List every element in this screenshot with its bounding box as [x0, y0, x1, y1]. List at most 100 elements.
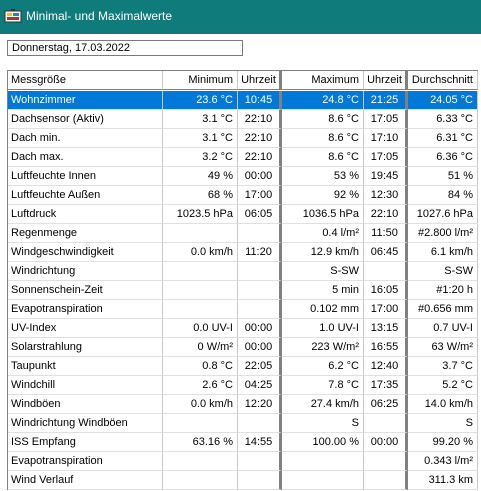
row-value: 0.0 km/h [163, 243, 238, 262]
row-value: 1027.6 hPa [408, 205, 478, 224]
row-value [238, 452, 282, 471]
table-row[interactable]: Solarstrahlung 0 W/m² 00:00 223 W/m² 16:55 63… [8, 338, 478, 357]
row-value: 22:10 [364, 205, 408, 224]
column-header-measurement[interactable]: Messgröße [8, 71, 163, 90]
column-header-time-max[interactable]: Uhrzeit [364, 71, 408, 90]
row-value: 0.0 km/h [163, 395, 238, 414]
table-row[interactable]: Windchill 2.6 °C 04:25 7.8 °C 17:35 5.2 °C [8, 376, 478, 395]
row-value [163, 224, 238, 243]
row-value: 13:15 [364, 319, 408, 338]
table-row[interactable]: Wind Verlauf 311.3 km [8, 471, 478, 490]
column-header-maximum[interactable]: Maximum [282, 71, 364, 90]
table-row[interactable]: Windböen 0.0 km/h 12:20 27.4 km/h 06:25 14.0 … [8, 395, 478, 414]
row-value: 53 % [282, 167, 364, 186]
table-row[interactable]: Windgeschwindigkeit 0.0 km/h 11:20 12.9 km/… [8, 243, 478, 262]
column-header-average[interactable]: Durchschnitt [408, 71, 478, 90]
table-row[interactable]: Windrichtung Windböen S S [8, 414, 478, 433]
table-row[interactable]: Dach max. 3.2 °C 22:10 8.6 °C 17:05 6.36 °C [8, 148, 478, 167]
row-value: 12:30 [364, 186, 408, 205]
row-value: 6.2 °C [282, 357, 364, 376]
weather-station-icon [4, 9, 22, 23]
row-value: 6.33 °C [408, 110, 478, 129]
row-value: 0.0 UV-I [163, 319, 238, 338]
row-value [163, 281, 238, 300]
row-value: 12.9 km/h [282, 243, 364, 262]
row-value [238, 300, 282, 319]
table-row[interactable]: Windrichtung S-SW S-SW [8, 262, 478, 281]
table-row[interactable]: Luftdruck 1023.5 hPa 06:05 1036.5 hPa 22:10 1… [8, 205, 478, 224]
row-value: 14.0 km/h [408, 395, 478, 414]
table-row[interactable]: Evapotranspiration 0.343 l/m² [8, 452, 478, 471]
row-value [163, 452, 238, 471]
values-grid: Messgröße Minimum Uhrzeit Maximum Uhrzeit Dur… [7, 70, 478, 490]
row-value: 24.8 °C [282, 91, 364, 110]
table-row[interactable]: Sonnenschein-Zeit 5 min 16:05 #1:20 h [8, 281, 478, 300]
row-value: 7.8 °C [282, 376, 364, 395]
row-label: Solarstrahlung [8, 338, 163, 357]
table-row[interactable]: Taupunkt 0.8 °C 22:05 6.2 °C 12:40 3.7 °C [8, 357, 478, 376]
row-label: ISS Empfang [8, 433, 163, 452]
row-value: 8.6 °C [282, 148, 364, 167]
row-value: 0.343 l/m² [408, 452, 478, 471]
row-value: 22:10 [238, 148, 282, 167]
table-row[interactable]: Dachsensor (Aktiv) 3.1 °C 22:10 8.6 °C 17:05… [8, 110, 478, 129]
row-value: 3.1 °C [163, 129, 238, 148]
row-value: 1023.5 hPa [163, 205, 238, 224]
column-header-minimum[interactable]: Minimum [163, 71, 238, 90]
row-value: 3.1 °C [163, 110, 238, 129]
row-value: 51 % [408, 167, 478, 186]
column-header-time-min[interactable]: Uhrzeit [238, 71, 282, 90]
table-row[interactable]: ISS Empfang 63.16 % 14:55 100.00 % 00:00 99.2… [8, 433, 478, 452]
row-value: 12:20 [238, 395, 282, 414]
row-value: 68 % [163, 186, 238, 205]
row-value [282, 471, 364, 490]
row-label: Windrichtung [8, 262, 163, 281]
row-label: Regenmenge [8, 224, 163, 243]
table-row[interactable]: Dach min. 3.1 °C 22:10 8.6 °C 17:10 6.31 °C [8, 129, 478, 148]
row-value [163, 300, 238, 319]
row-value: 22:10 [238, 129, 282, 148]
table-row[interactable]: Regenmenge 0.4 l/m² 11:50 #2.800 l/m² [8, 224, 478, 243]
row-value: 11:50 [364, 224, 408, 243]
row-value: 92 % [282, 186, 364, 205]
row-value: S [408, 414, 478, 433]
row-value: 6.1 km/h [408, 243, 478, 262]
row-label: Luftdruck [8, 205, 163, 224]
row-value: 5 min [282, 281, 364, 300]
row-value: S-SW [408, 262, 478, 281]
row-label: Luftfeuchte Innen [8, 167, 163, 186]
row-value: 17:05 [364, 148, 408, 167]
table-row[interactable]: Wohnzimmer 23.6 °C 10:45 24.8 °C 21:25 24.05 … [8, 91, 478, 110]
table-row[interactable]: UV-Index 0.0 UV-I 00:00 1.0 UV-I 13:15 0.7 UV… [8, 319, 478, 338]
title-bar[interactable]: Minimal- und Maximalwerte [0, 0, 481, 34]
row-value: 100.00 % [282, 433, 364, 452]
row-value: 223 W/m² [282, 338, 364, 357]
row-value [282, 452, 364, 471]
row-value [163, 414, 238, 433]
row-value [238, 262, 282, 281]
row-value [364, 471, 408, 490]
row-value: #0.656 mm [408, 300, 478, 319]
row-value: 0 W/m² [163, 338, 238, 357]
row-value: 0.4 l/m² [282, 224, 364, 243]
row-value: 10:45 [238, 91, 282, 110]
row-label: Windchill [8, 376, 163, 395]
row-value: 3.7 °C [408, 357, 478, 376]
table-row[interactable]: Luftfeuchte Außen 68 % 17:00 92 % 12:30 84 % [8, 186, 478, 205]
row-value: 99.20 % [408, 433, 478, 452]
row-value: 06:45 [364, 243, 408, 262]
row-value: 5.2 °C [408, 376, 478, 395]
table-row[interactable]: Luftfeuchte Innen 49 % 00:00 53 % 19:45 51 % [8, 167, 478, 186]
row-label: Taupunkt [8, 357, 163, 376]
row-value: S-SW [282, 262, 364, 281]
row-value: S [282, 414, 364, 433]
table-row[interactable]: Evapotranspiration 0.102 mm 17:00 #0.656 mm [8, 300, 478, 319]
row-value: 00:00 [364, 433, 408, 452]
row-label: Luftfeuchte Außen [8, 186, 163, 205]
date-field[interactable]: Donnerstag, 17.03.2022 [7, 40, 243, 56]
row-value [364, 452, 408, 471]
row-value: 21:25 [364, 91, 408, 110]
row-value: #1:20 h [408, 281, 478, 300]
row-value: 0.7 UV-I [408, 319, 478, 338]
